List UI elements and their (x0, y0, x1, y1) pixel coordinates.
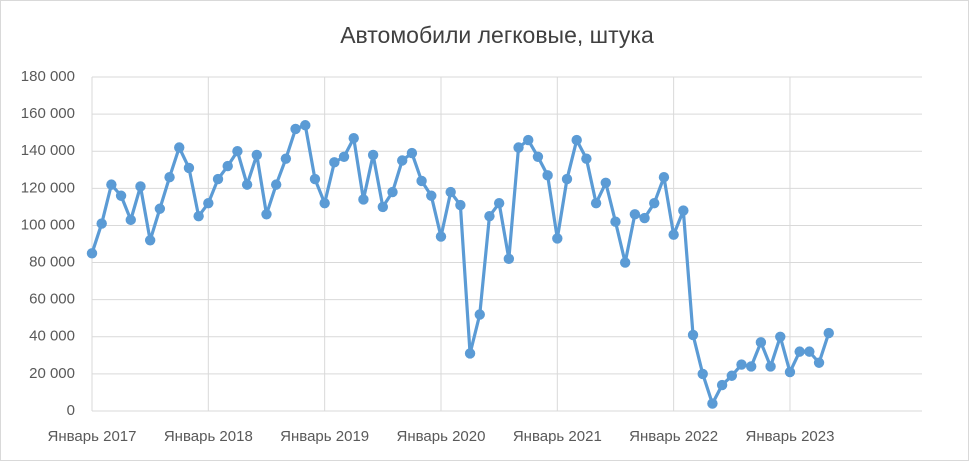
marker (716, 379, 728, 391)
marker (755, 337, 767, 348)
marker (678, 205, 689, 216)
y-tick-label: 0 (67, 402, 75, 419)
marker (212, 173, 224, 185)
marker (561, 173, 573, 185)
marker (523, 134, 534, 146)
marker (416, 175, 427, 187)
marker (784, 366, 796, 378)
marker (775, 331, 786, 342)
marker (426, 190, 437, 201)
marker (629, 209, 641, 220)
marker (736, 359, 747, 370)
marker (474, 309, 485, 320)
marker (581, 153, 592, 164)
marker (203, 197, 214, 209)
y-tick-label: 20 000 (29, 365, 75, 382)
marker (552, 233, 563, 244)
x-tick-label: Январь 2020 (397, 428, 486, 445)
marker (329, 157, 340, 168)
y-tick-label: 100 000 (21, 216, 75, 233)
marker (455, 199, 466, 211)
marker (183, 162, 195, 174)
x-tick-label: Январь 2019 (280, 428, 369, 445)
y-tick-label: 140 000 (21, 142, 75, 159)
y-tick-label: 40 000 (29, 328, 75, 345)
marker (232, 146, 243, 157)
marker (115, 190, 127, 201)
x-tick-label: Январь 2022 (629, 428, 718, 445)
marker (726, 370, 738, 381)
marker (397, 155, 408, 166)
marker (610, 216, 621, 227)
chart-title: Автомобили легковые, штука (340, 22, 654, 48)
marker (406, 147, 418, 159)
marker (193, 210, 204, 222)
marker (241, 179, 253, 190)
marker (144, 235, 156, 246)
marker (484, 210, 495, 222)
marker (707, 398, 718, 409)
marker (174, 142, 185, 153)
marker (377, 201, 389, 213)
marker (639, 212, 650, 224)
marker (765, 361, 776, 372)
marker (804, 346, 815, 357)
y-tick-label: 160 000 (21, 105, 75, 122)
y-tick-label: 60 000 (29, 291, 75, 308)
marker (338, 151, 350, 162)
marker (348, 133, 359, 144)
marker (135, 181, 146, 192)
marker (367, 149, 379, 161)
y-tick-label: 180 000 (21, 68, 75, 85)
marker (300, 120, 311, 131)
marker (600, 177, 611, 188)
marker (280, 153, 292, 164)
marker (813, 357, 825, 368)
marker (445, 186, 456, 198)
y-tick-label: 80 000 (29, 254, 75, 271)
marker (125, 214, 136, 226)
marker (86, 248, 98, 259)
marker (513, 142, 524, 153)
marker (251, 149, 262, 161)
marker (571, 134, 582, 146)
marker (542, 170, 553, 181)
marker (823, 327, 834, 339)
marker (619, 257, 631, 268)
marker (697, 368, 708, 380)
marker (106, 179, 117, 190)
marker (309, 173, 321, 185)
marker (270, 179, 282, 190)
x-tick-label: Январь 2017 (48, 428, 137, 445)
marker (290, 123, 301, 135)
y-tick-label: 120 000 (21, 179, 75, 196)
marker (319, 197, 330, 209)
marker (668, 229, 679, 240)
marker (164, 172, 175, 183)
marker (464, 348, 476, 359)
marker (435, 231, 447, 242)
marker (532, 151, 544, 162)
x-tick-label: Январь 2018 (164, 428, 253, 445)
marker (794, 346, 805, 357)
marker (590, 197, 602, 209)
marker (687, 329, 699, 341)
marker (222, 160, 233, 172)
marker (745, 361, 757, 372)
marker (261, 209, 272, 220)
marker (358, 194, 369, 205)
x-tick-label: Январь 2021 (513, 428, 602, 445)
marker (658, 172, 670, 183)
marker (387, 186, 398, 198)
x-tick-label: Январь 2023 (745, 428, 834, 445)
marker (493, 197, 505, 209)
marker (503, 253, 515, 265)
marker (154, 203, 166, 214)
marker (96, 218, 107, 229)
marker (649, 197, 660, 209)
